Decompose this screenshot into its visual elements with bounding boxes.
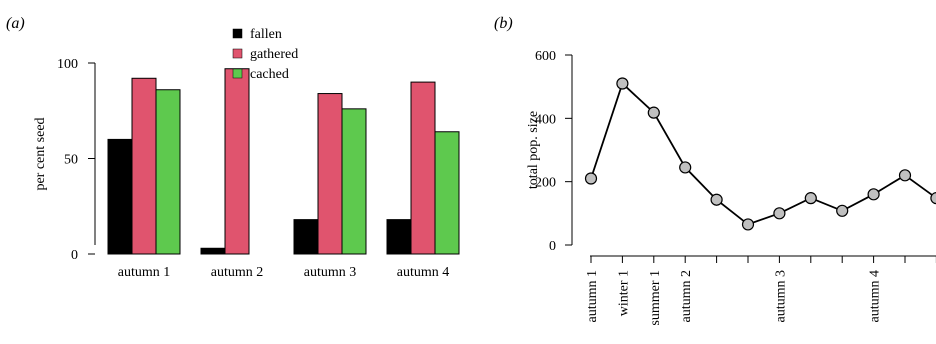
legend-label-fallen: fallen — [250, 27, 282, 42]
bar-cached-3 — [341, 108, 367, 255]
bar-fallen-2 — [200, 247, 226, 255]
panel-a-bar-chart: (a) per cent seed 0 50 100 autumn 1 autumn … — [6, 15, 460, 280]
panel-b-y-axis-label: total pop. size — [526, 111, 541, 189]
panel-b-y-tick-label: 0 — [549, 239, 556, 254]
panel-b-y-tick-label: 600 — [535, 49, 556, 64]
panel-a-x-tick-label: autumn 1 — [118, 265, 171, 280]
data-point — [804, 192, 817, 205]
data-point — [584, 172, 598, 185]
panel-b-x-tick-label: winter 1 — [616, 270, 631, 316]
data-point — [710, 193, 723, 206]
legend-label-gathered: gathered — [250, 47, 298, 62]
panel-b-y-tick-label: 400 — [535, 112, 556, 127]
bar-fallen-3 — [293, 219, 319, 255]
data-point — [836, 204, 849, 217]
bar-gathered-2 — [224, 68, 250, 255]
panel-a-y-axis-label: per cent seed — [33, 117, 48, 190]
bar-gathered-3 — [317, 93, 343, 255]
legend-swatch-gathered — [232, 48, 243, 59]
panel-b-y-tick-label: 200 — [535, 176, 556, 191]
panel-a-x-tick-label: autumn 4 — [397, 265, 450, 280]
legend-swatch-cached — [232, 68, 243, 79]
panel-a-x-tick-label: autumn 3 — [304, 265, 357, 280]
panel-a-y-tick-label: 50 — [64, 153, 78, 168]
data-point — [930, 192, 936, 205]
bar-fallen-1 — [107, 138, 133, 255]
panel-b-label: (b) — [494, 15, 513, 32]
legend-swatch-fallen — [232, 28, 243, 39]
bar-cached-1 — [155, 89, 181, 255]
panel-a-y-tick-label: 100 — [57, 57, 78, 72]
data-point — [867, 188, 880, 201]
series-line — [590, 81, 936, 226]
panel-a-y-tick-label: 0 — [71, 248, 78, 263]
panel-b-x-tick-label: autumn 1 — [585, 270, 600, 323]
bar-cached-4 — [434, 131, 460, 255]
bar-gathered-1 — [131, 77, 157, 255]
panel-b-line-chart: (b) total pop. size 0 200 400 600 autumn 1 w… — [494, 15, 936, 326]
data-point — [773, 207, 786, 220]
data-point — [741, 218, 755, 231]
legend-label-cached: cached — [250, 67, 289, 82]
panel-b-x-tick-label: autumn 3 — [773, 270, 788, 323]
data-point — [647, 106, 660, 119]
data-point — [898, 169, 912, 182]
panel-a-x-tick-label: autumn 2 — [211, 265, 264, 280]
bar-gathered-4 — [410, 81, 436, 255]
panel-b-x-tick-label: autumn 4 — [868, 270, 883, 323]
panel-a-label: (a) — [6, 15, 25, 32]
bar-fallen-4 — [386, 219, 412, 255]
panel-b-x-tick-label: summer 1 — [648, 270, 663, 326]
data-point — [616, 77, 629, 90]
panel-b-x-tick-label: autumn 2 — [679, 270, 694, 323]
data-point — [679, 161, 692, 174]
